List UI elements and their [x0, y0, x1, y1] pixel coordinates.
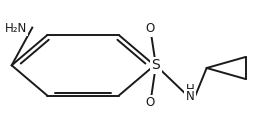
Text: H₂N: H₂N [5, 22, 27, 35]
Text: O: O [146, 22, 155, 35]
Text: O: O [146, 97, 155, 109]
Text: S: S [152, 58, 160, 72]
Text: H: H [186, 83, 195, 96]
Text: N: N [186, 90, 195, 103]
